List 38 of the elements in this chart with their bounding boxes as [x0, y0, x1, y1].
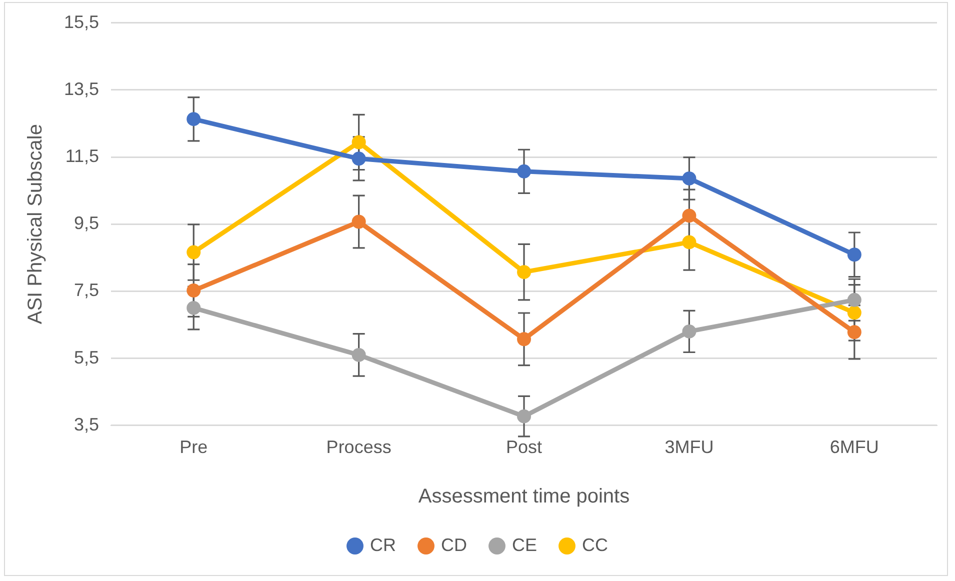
point [352, 348, 366, 362]
y-tick-label: 5,5 [74, 347, 100, 368]
y-tick-label: 3,5 [74, 414, 100, 434]
point [847, 325, 862, 340]
point [682, 171, 696, 186]
x-tick-label: 3MFU [664, 437, 714, 458]
point [847, 292, 862, 307]
point [682, 208, 696, 223]
point [682, 324, 696, 338]
y-tick-label: 13,5 [64, 78, 100, 99]
x-axis-title: Assessment time points [418, 486, 630, 508]
point [847, 248, 862, 262]
point [352, 152, 366, 166]
y-tick-label: 7,5 [74, 280, 100, 300]
point [517, 164, 532, 178]
x-tick-label: 6MFU [830, 437, 879, 458]
legend-label: CR [370, 534, 396, 555]
y-tick-label: 11,5 [65, 146, 100, 166]
point [682, 235, 696, 250]
x-tick-label: Pre [180, 437, 208, 458]
point [517, 409, 532, 424]
x-tick-label: Process [326, 437, 392, 458]
x-tick-label: Post [506, 437, 542, 458]
y-tick-label: 15,5 [64, 12, 100, 32]
point [186, 300, 201, 315]
legend-label: CD [441, 534, 467, 555]
point [847, 306, 862, 320]
point [186, 112, 201, 126]
y-tick-label: 9,5 [74, 213, 100, 234]
point [352, 135, 366, 150]
point [186, 245, 201, 260]
legend-label: CE [512, 534, 538, 555]
y-axis-title: ASI Physical Subscale [24, 124, 47, 324]
point [352, 214, 366, 229]
point [517, 265, 532, 280]
point [186, 284, 201, 298]
point [517, 332, 532, 346]
legend-label: CC [582, 534, 608, 555]
